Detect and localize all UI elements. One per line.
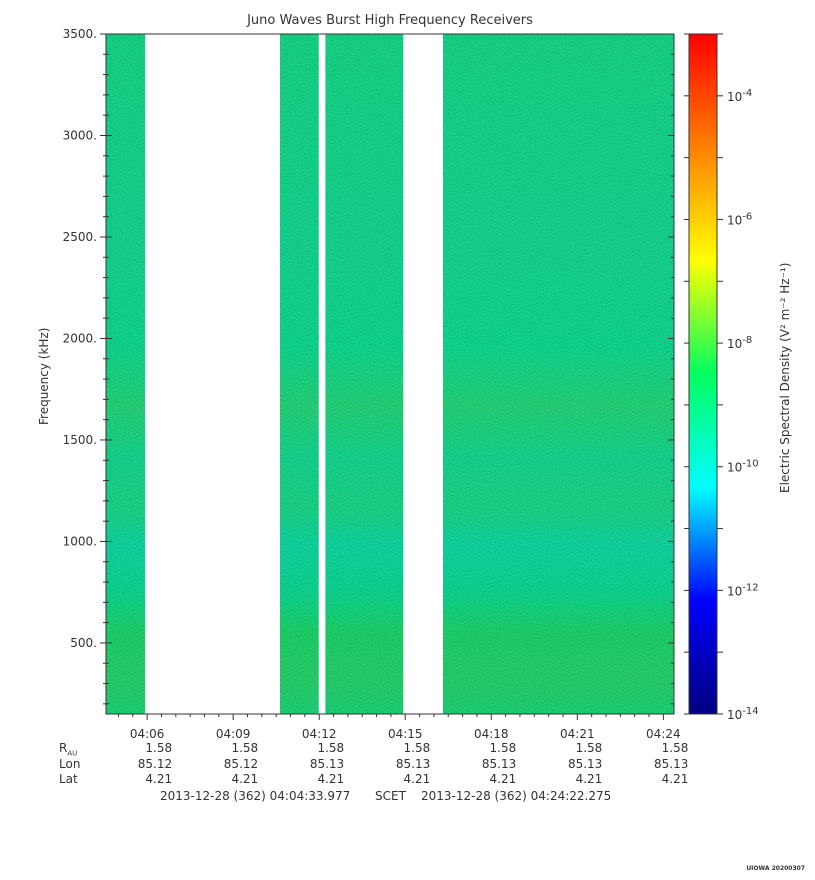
ephemeris-rau-value: 1.58: [661, 741, 689, 755]
ephemeris-lat-value: 4.21: [231, 772, 259, 786]
data-interval-texture-2: [280, 34, 319, 714]
colorbar-tick-label: 10-6: [727, 211, 752, 227]
colorbar-tick-label: 10-10: [727, 459, 759, 475]
footer-start-time: 2013-12-28 (362) 04:04:33.977: [160, 789, 351, 803]
ephemeris-lon-value: 85.12: [137, 757, 173, 771]
ephemeris-label-rau: RAU: [59, 741, 77, 757]
x-tick-label: 04:09: [216, 727, 251, 741]
x-tick-label: 04:21: [560, 727, 595, 741]
colorbar-tick-label: 10-8: [727, 335, 752, 351]
ephemeris-lat-value: 4.21: [317, 772, 345, 786]
data-interval-texture-1: [105, 34, 146, 714]
ephemeris-lon-value: 85.13: [395, 757, 431, 771]
data-interval-texture-4: [442, 34, 674, 714]
x-tick-label: 04:18: [474, 727, 509, 741]
y-tick-label: 2000.: [63, 331, 97, 345]
rau-label-r: R: [59, 741, 68, 755]
y-axis-label: Frequency (kHz): [37, 327, 51, 425]
ephemeris-label-lon: Lon: [59, 757, 81, 771]
ephemeris-lon-value: 85.13: [309, 757, 345, 771]
ephemeris-lon-value: 85.12: [223, 757, 259, 771]
footer-end-time: 2013-12-28 (362) 04:24:22.275: [421, 789, 612, 803]
plot-axes: 500. 1000. 1500. 2000. 2500. 3000. 3500. 04:06 0…: [63, 27, 681, 741]
x-tick-label: 04:12: [302, 727, 337, 741]
data-interval-texture-3: [325, 34, 404, 714]
x-tick-label: 04:15: [388, 727, 423, 741]
y-tick-label: 3500.: [63, 27, 97, 41]
spectrogram-data: [105, 34, 674, 714]
y-tick-label: 3000.: [63, 128, 97, 142]
ephemeris-rau-value: 1.58: [145, 741, 173, 755]
rau-label-sub: AU: [67, 749, 78, 758]
ephemeris-lat-value: 4.21: [489, 772, 517, 786]
ephemeris-rau-value: 1.58: [403, 741, 431, 755]
ephemeris-lat-value: 4.21: [575, 772, 603, 786]
ephemeris-lat-value: 4.21: [661, 772, 689, 786]
colorbar-label: Electric Spectral Density (V² m⁻² Hz⁻¹): [778, 262, 792, 493]
chart-title: Juno Waves Burst High Frequency Receiver…: [247, 13, 533, 28]
ephemeris-lon-value: 85.13: [653, 757, 689, 771]
x-tick-label: 04:06: [130, 727, 165, 741]
colorbar-tick-label: 10-12: [727, 582, 759, 598]
ephemeris-lat-value: 4.21: [145, 772, 173, 786]
ephemeris-rau-value: 1.58: [231, 741, 259, 755]
credit-stamp: UIOWA 20200307: [746, 865, 805, 872]
plot-frame: [105, 33, 675, 715]
y-tick-label: 1500.: [63, 433, 97, 447]
ephemeris-rau-value: 1.58: [489, 741, 517, 755]
ephemeris-lon-value: 85.13: [567, 757, 603, 771]
footer-frame: SCET: [375, 789, 406, 803]
ephemeris-lat-value: 4.21: [403, 772, 431, 786]
y-tick-label: 1000.: [63, 534, 97, 548]
colorbar-tick-label: 10-4: [727, 88, 752, 104]
ephemeris-rau-value: 1.58: [575, 741, 603, 755]
ephemeris-lon-value: 85.13: [481, 757, 517, 771]
y-tick-label: 500.: [70, 636, 97, 650]
colorbar-gradient: [688, 33, 718, 715]
ephemeris-rau-value: 1.58: [317, 741, 345, 755]
y-tick-label: 2500.: [63, 230, 97, 244]
ephemeris-label-lat: Lat: [59, 772, 78, 786]
x-tick-label: 04:24: [646, 727, 681, 741]
colorbar: 10-14 10-12 10-10 10-8 10-6 10-4: [684, 33, 759, 722]
colorbar-tick-label: 10-14: [727, 706, 759, 722]
